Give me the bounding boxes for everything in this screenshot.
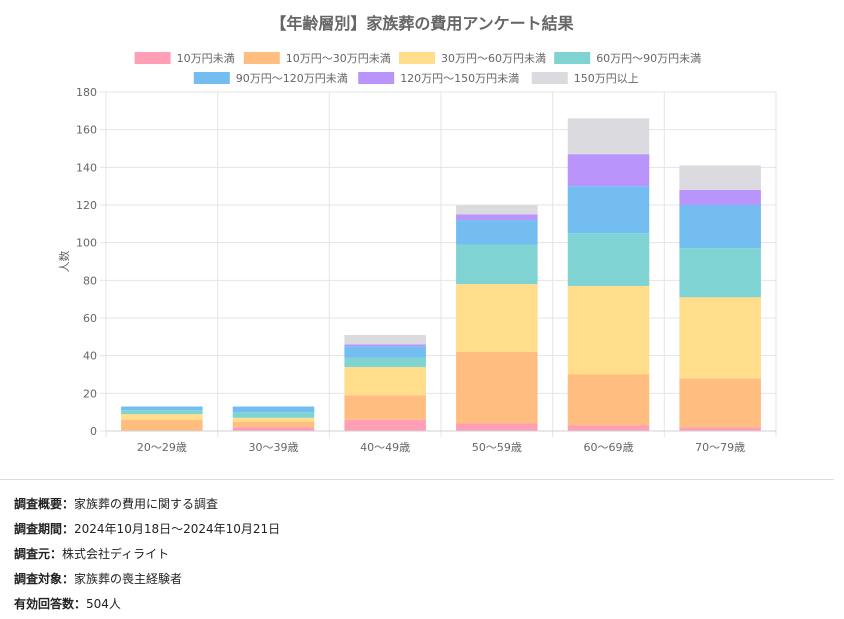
bar-segment xyxy=(679,165,761,190)
survey-info: 調査概要：家族葬の費用に関する調査 調査期間：2024年10月18日〜2024年… xyxy=(14,492,280,617)
y-tick-label: 180 xyxy=(76,86,97,99)
bar-segment xyxy=(679,378,761,428)
survey-overview-row: 調査概要：家族葬の費用に関する調査 xyxy=(14,492,280,517)
legend-label: 60万円〜90万円未満 xyxy=(596,52,701,65)
y-tick-label: 60 xyxy=(83,312,97,325)
bar-segment xyxy=(456,220,538,245)
survey-source-label: 調査元： xyxy=(14,547,63,561)
x-tick-label: 50〜59歳 xyxy=(472,441,522,454)
legend-label: 10万円未満 xyxy=(177,52,235,65)
survey-target-row: 調査対象：家族葬の喪主経験者 xyxy=(14,567,280,592)
legend-swatch xyxy=(134,52,171,64)
bar-segment xyxy=(679,297,761,379)
survey-period-value: 2024年10月18日〜2024年10月21日 xyxy=(74,522,281,536)
x-tick-label: 70〜79歳 xyxy=(695,441,745,454)
bar-segment xyxy=(121,414,203,420)
bar-segment xyxy=(232,412,315,418)
bar-segment xyxy=(344,366,426,396)
bar-segment xyxy=(567,285,650,375)
survey-source-value: 株式会社ディライト xyxy=(62,547,170,561)
x-tick-label: 40〜49歳 xyxy=(360,441,410,454)
legend-swatch xyxy=(358,72,395,84)
survey-period-row: 調査期間：2024年10月18日〜2024年10月21日 xyxy=(14,517,280,542)
survey-target-label: 調査対象： xyxy=(14,572,75,586)
bar-segment xyxy=(679,205,761,249)
bar-segment xyxy=(679,189,761,205)
bar-segment xyxy=(344,395,426,420)
stacked-bar-chart: 【年齢層別】家族葬の費用アンケート結果 10万円未満 10万円〜30万円未満 30万円… xyxy=(58,14,777,454)
bar-segment xyxy=(344,346,426,358)
x-tick-label: 20〜29歳 xyxy=(137,441,187,454)
y-axis-label: 人数 xyxy=(58,251,71,273)
bar-segment xyxy=(121,406,203,411)
survey-overview-label: 調査概要： xyxy=(14,497,75,511)
y-tick-label: 40 xyxy=(83,350,97,363)
bar-segment xyxy=(456,284,538,352)
y-tick-label: 140 xyxy=(76,161,97,174)
bar-segment xyxy=(567,425,650,431)
bar-segment xyxy=(456,244,538,285)
bar-segment xyxy=(344,334,426,345)
legend-swatch xyxy=(531,72,568,84)
chart-title: 【年齢層別】家族葬の費用アンケート結果 xyxy=(270,14,573,33)
x-tick-label: 30〜39歳 xyxy=(249,441,299,454)
legend-label: 90万円〜120万円未満 xyxy=(236,72,348,85)
legend-label: 10万円〜30万円未満 xyxy=(286,52,391,65)
divider xyxy=(0,479,834,480)
bar-segment xyxy=(679,248,761,298)
legend-label: 120万円〜150万円未満 xyxy=(400,72,519,85)
bar-segment xyxy=(232,427,315,431)
legend-swatch xyxy=(554,52,591,64)
bar-segment xyxy=(344,344,426,347)
bar-segment xyxy=(679,427,761,431)
chart-container: 【年齢層別】家族葬の費用アンケート結果 10万円未満 10万円〜30万円未満 30万円… xyxy=(58,14,777,454)
bar-segment xyxy=(121,419,203,431)
y-tick-label: 160 xyxy=(76,124,97,137)
y-tick-label: 0 xyxy=(90,425,97,438)
bar-segment xyxy=(456,205,538,215)
bar-segment xyxy=(344,357,426,367)
legend-swatch xyxy=(193,72,230,84)
survey-target-value: 家族葬の喪主経験者 xyxy=(74,572,183,586)
y-tick-label: 120 xyxy=(76,199,97,212)
bar-segment xyxy=(567,118,650,155)
bar-segment xyxy=(456,423,538,431)
survey-responses-label: 有効回答数： xyxy=(14,597,87,611)
y-tick-label: 100 xyxy=(76,237,97,250)
legend-label: 30万円〜60万円未満 xyxy=(441,52,546,65)
bar-segment xyxy=(456,214,538,221)
y-tick-label: 80 xyxy=(83,274,97,287)
bar-segment xyxy=(567,154,650,187)
bar-segment xyxy=(567,374,650,426)
bar-segment xyxy=(567,186,650,234)
survey-responses-value: 504人 xyxy=(86,597,121,611)
legend-label: 150万円以上 xyxy=(574,72,639,85)
bar-segment xyxy=(232,421,315,428)
survey-source-row: 調査元：株式会社ディライト xyxy=(14,542,280,567)
survey-overview-value: 家族葬の費用に関する調査 xyxy=(74,497,219,511)
bar-segment xyxy=(232,406,315,413)
survey-period-label: 調査期間： xyxy=(14,522,75,536)
bar-segment xyxy=(121,410,203,415)
bar-segment xyxy=(344,419,426,431)
bar-segment xyxy=(567,233,650,286)
legend-swatch xyxy=(399,52,435,64)
x-tick-label: 60〜69歳 xyxy=(584,441,634,454)
bar-segment xyxy=(456,351,538,424)
survey-responses-row: 有効回答数：504人 xyxy=(14,592,280,617)
bar-segment xyxy=(232,417,315,422)
legend-swatch xyxy=(243,52,280,64)
y-tick-label: 20 xyxy=(83,387,97,400)
